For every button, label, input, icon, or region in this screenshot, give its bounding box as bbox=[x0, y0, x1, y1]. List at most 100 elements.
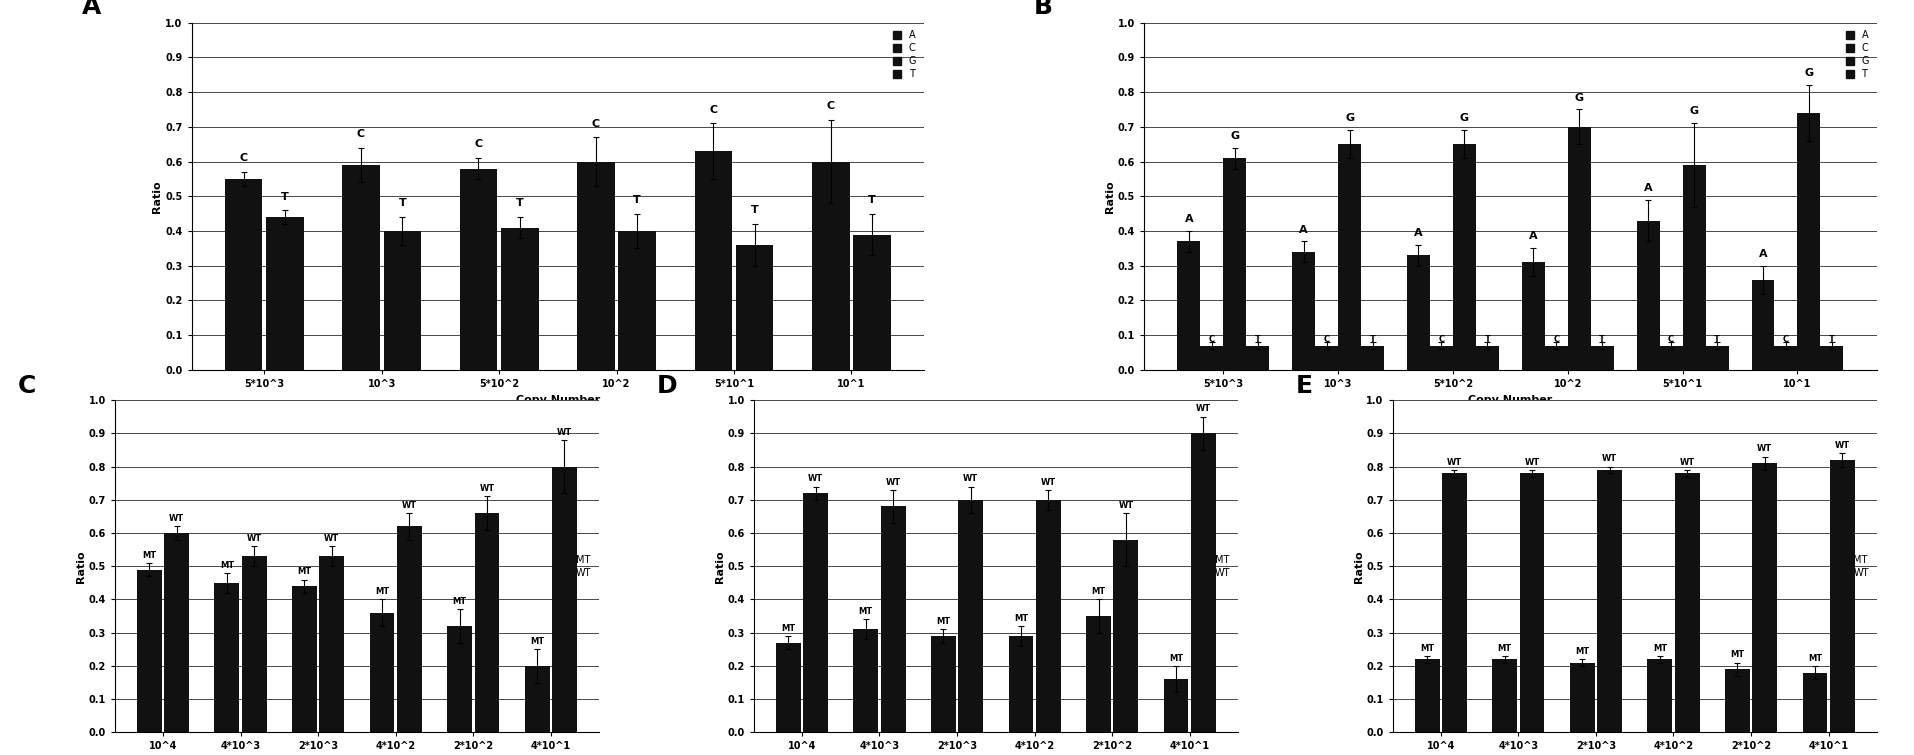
Text: WT: WT bbox=[1524, 458, 1539, 467]
Bar bbox=[1414, 659, 1439, 732]
Text: MT: MT bbox=[1013, 614, 1028, 623]
Bar bbox=[618, 231, 657, 370]
Bar bbox=[1774, 346, 1797, 370]
Bar bbox=[1569, 663, 1594, 732]
Text: WT: WT bbox=[247, 534, 262, 543]
Text: T: T bbox=[398, 199, 406, 208]
Bar bbox=[576, 162, 614, 370]
Text: C: C bbox=[708, 105, 718, 115]
Bar bbox=[1085, 616, 1110, 732]
Text: T: T bbox=[1254, 335, 1259, 344]
Text: WT: WT bbox=[478, 484, 494, 493]
Bar bbox=[1200, 346, 1223, 370]
Bar bbox=[475, 513, 500, 732]
Bar bbox=[459, 168, 498, 370]
Text: C: C bbox=[1208, 335, 1213, 344]
Bar bbox=[1491, 659, 1516, 732]
Bar bbox=[501, 227, 538, 370]
Text: WT: WT bbox=[1602, 455, 1615, 464]
Text: C: C bbox=[1667, 335, 1673, 344]
Text: A: A bbox=[1413, 228, 1422, 238]
Text: WT: WT bbox=[1834, 441, 1849, 450]
Text: C: C bbox=[1323, 335, 1328, 344]
Text: T: T bbox=[1483, 335, 1489, 344]
Bar bbox=[1223, 158, 1246, 370]
Bar bbox=[1797, 113, 1820, 370]
Text: G: G bbox=[1573, 93, 1583, 103]
Text: MT: MT bbox=[1652, 643, 1665, 652]
Bar bbox=[1522, 262, 1545, 370]
Text: A: A bbox=[1298, 224, 1307, 235]
Text: C: C bbox=[356, 129, 366, 139]
Text: MT: MT bbox=[297, 567, 312, 576]
Text: D: D bbox=[657, 374, 678, 398]
Text: A: A bbox=[82, 0, 101, 19]
Y-axis label: Ratio: Ratio bbox=[1353, 550, 1363, 583]
Bar bbox=[1441, 473, 1466, 732]
Text: MT: MT bbox=[857, 607, 873, 616]
Text: T: T bbox=[1828, 335, 1834, 344]
Text: WT: WT bbox=[963, 474, 978, 483]
Bar bbox=[775, 643, 800, 732]
Bar bbox=[1009, 636, 1034, 732]
Bar bbox=[383, 231, 421, 370]
Bar bbox=[396, 526, 421, 732]
Text: T: T bbox=[1598, 335, 1604, 344]
Text: WT: WT bbox=[323, 534, 339, 543]
Bar bbox=[1407, 255, 1430, 370]
Text: MT: MT bbox=[1575, 647, 1589, 656]
Bar bbox=[1751, 464, 1776, 732]
Bar bbox=[1659, 346, 1682, 370]
Bar bbox=[812, 162, 850, 370]
Text: MT: MT bbox=[375, 587, 389, 596]
Text: C: C bbox=[591, 119, 599, 128]
Text: T: T bbox=[1713, 335, 1719, 344]
Text: WT: WT bbox=[1757, 444, 1770, 453]
Text: MT: MT bbox=[1730, 650, 1744, 659]
Text: C: C bbox=[1552, 335, 1558, 344]
Text: C: C bbox=[1437, 335, 1443, 344]
Bar bbox=[1568, 127, 1591, 370]
Bar bbox=[343, 165, 379, 370]
Text: E: E bbox=[1296, 374, 1313, 398]
Text: C: C bbox=[827, 101, 835, 111]
Legend: MT, WT: MT, WT bbox=[1834, 552, 1870, 581]
Text: T: T bbox=[634, 195, 641, 205]
Bar bbox=[320, 556, 345, 732]
Bar bbox=[1246, 346, 1269, 370]
Text: MT: MT bbox=[1420, 643, 1434, 652]
Bar bbox=[241, 556, 266, 732]
Bar bbox=[1830, 460, 1855, 732]
Text: A: A bbox=[1642, 183, 1652, 193]
Bar bbox=[1801, 673, 1826, 732]
Bar bbox=[1591, 346, 1614, 370]
Bar bbox=[1705, 346, 1728, 370]
Bar bbox=[1315, 346, 1338, 370]
Bar bbox=[1177, 242, 1200, 370]
Text: T: T bbox=[750, 205, 758, 215]
Bar bbox=[165, 533, 189, 732]
Bar bbox=[1191, 433, 1215, 732]
Text: WT: WT bbox=[1447, 458, 1460, 467]
Text: G: G bbox=[1688, 106, 1698, 116]
Text: A: A bbox=[1527, 232, 1537, 242]
Text: A: A bbox=[1185, 214, 1192, 224]
Text: MT: MT bbox=[781, 624, 794, 633]
Text: T: T bbox=[281, 192, 289, 202]
Text: WT: WT bbox=[808, 474, 823, 483]
Text: WT: WT bbox=[1679, 458, 1694, 467]
Bar bbox=[1646, 659, 1671, 732]
Bar bbox=[214, 583, 239, 732]
Bar bbox=[1430, 346, 1453, 370]
Bar bbox=[1596, 470, 1621, 732]
Y-axis label: Ratio: Ratio bbox=[77, 550, 86, 583]
Bar bbox=[293, 586, 316, 732]
Text: T: T bbox=[515, 199, 523, 208]
Bar bbox=[1675, 473, 1698, 732]
Text: MT: MT bbox=[936, 617, 949, 626]
Text: G: G bbox=[1803, 68, 1813, 79]
Legend: MT, WT: MT, WT bbox=[557, 552, 593, 581]
Text: A: A bbox=[1757, 249, 1767, 259]
Text: MT: MT bbox=[1497, 643, 1510, 652]
Y-axis label: Ratio: Ratio bbox=[714, 550, 723, 583]
